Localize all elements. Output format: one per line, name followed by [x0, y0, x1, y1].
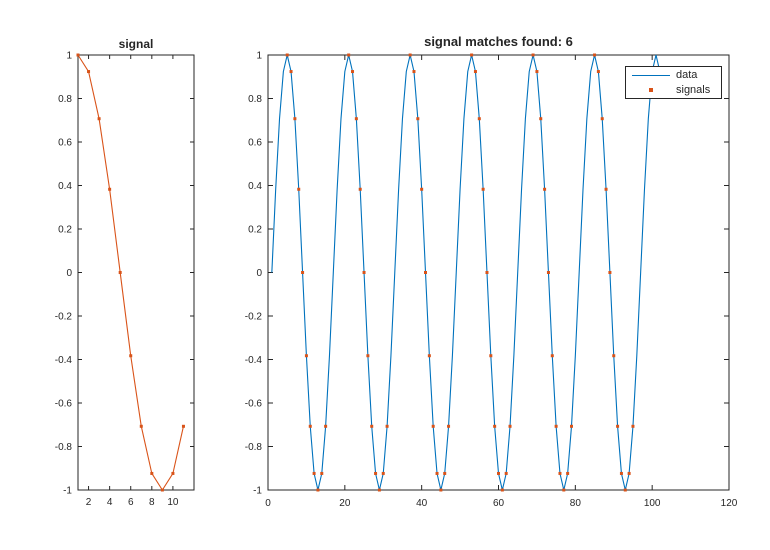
svg-text:80: 80 — [570, 498, 582, 509]
svg-text:0.8: 0.8 — [58, 94, 72, 105]
svg-text:0: 0 — [66, 268, 72, 279]
svg-text:0.6: 0.6 — [248, 138, 262, 149]
svg-text:-0.2: -0.2 — [55, 312, 73, 323]
legend-label-data: data — [676, 68, 698, 81]
svg-text:0.4: 0.4 — [248, 181, 262, 192]
svg-text:0.8: 0.8 — [248, 94, 262, 105]
svg-text:0.2: 0.2 — [58, 225, 72, 236]
svg-text:-0.6: -0.6 — [55, 399, 73, 410]
right-plot-title: signal matches found: 6 — [424, 34, 573, 49]
legend-entry-data: data — [626, 68, 721, 83]
svg-text:-0.8: -0.8 — [55, 442, 73, 453]
svg-text:120: 120 — [721, 498, 738, 509]
svg-text:1: 1 — [66, 51, 72, 62]
svg-text:2: 2 — [86, 497, 92, 508]
svg-text:-0.4: -0.4 — [245, 355, 263, 366]
data-line-swatch — [632, 74, 670, 76]
svg-text:0: 0 — [265, 498, 271, 509]
legend-entry-signals: signals — [626, 83, 721, 98]
svg-text:100: 100 — [644, 498, 661, 509]
svg-text:6: 6 — [128, 497, 134, 508]
svg-text:0.2: 0.2 — [248, 225, 262, 236]
svg-text:0.6: 0.6 — [58, 138, 72, 149]
svg-text:4: 4 — [107, 497, 113, 508]
svg-text:-0.2: -0.2 — [245, 312, 263, 323]
left-plot-title: signal — [118, 37, 154, 51]
svg-text:1: 1 — [256, 51, 262, 62]
svg-text:8: 8 — [149, 497, 155, 508]
svg-text:0.4: 0.4 — [58, 181, 72, 192]
svg-text:-0.6: -0.6 — [245, 399, 263, 410]
signals-marker-swatch — [649, 88, 653, 92]
legend-line-swatch-col — [626, 74, 676, 76]
svg-text:-1: -1 — [63, 486, 72, 497]
svg-text:-1: -1 — [253, 486, 262, 497]
svg-text:-0.4: -0.4 — [55, 355, 73, 366]
svg-text:20: 20 — [339, 498, 351, 509]
svg-text:-0.8: -0.8 — [245, 442, 263, 453]
svg-text:10: 10 — [167, 497, 179, 508]
legend-label-signals: signals — [676, 83, 711, 96]
svg-text:0: 0 — [256, 268, 262, 279]
legend[interactable]: data signals — [625, 66, 722, 99]
legend-marker-swatch-col — [626, 88, 676, 92]
svg-text:60: 60 — [493, 498, 505, 509]
svg-text:40: 40 — [416, 498, 428, 509]
